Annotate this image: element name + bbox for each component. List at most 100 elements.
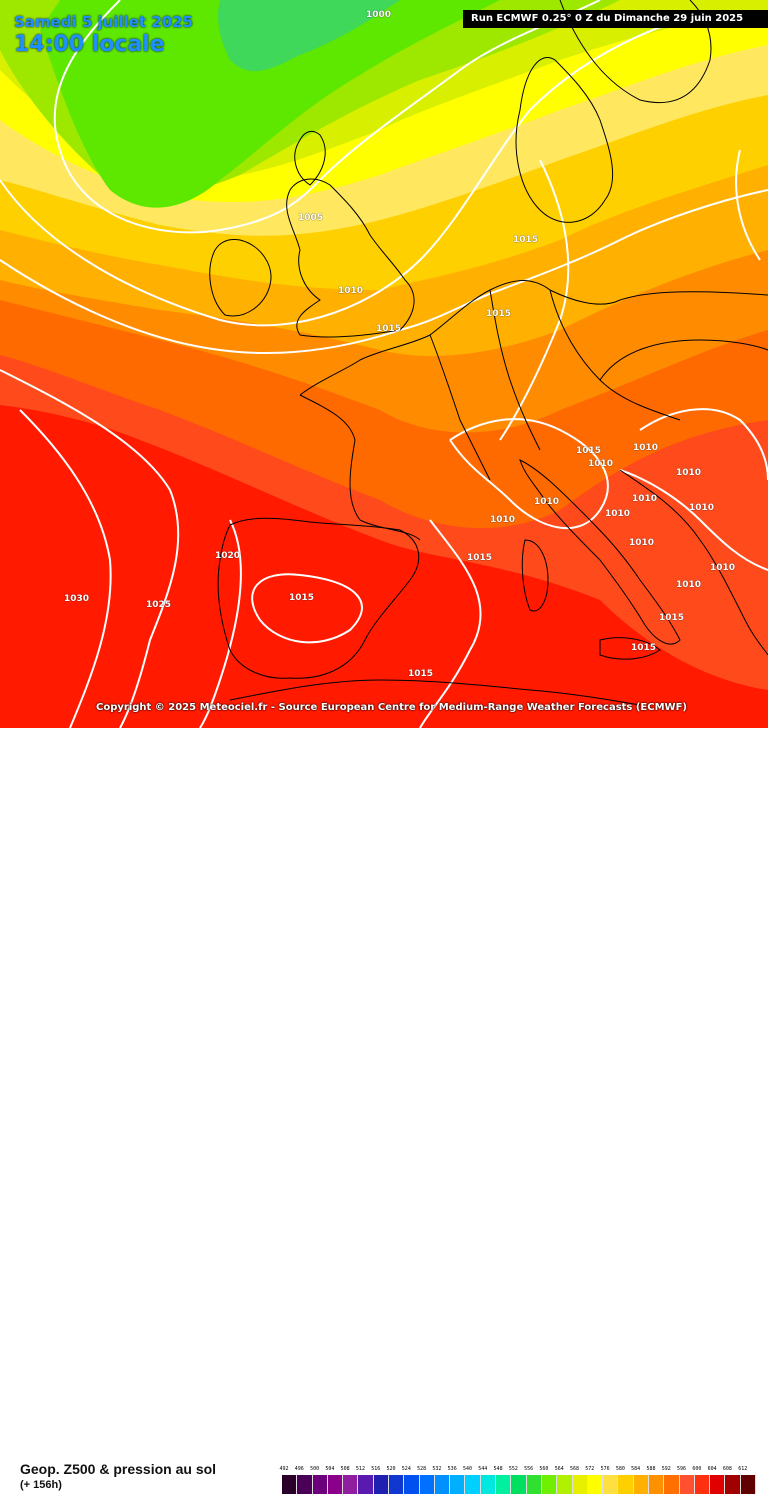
- legend-swatch: [480, 1475, 497, 1494]
- isobar-label: 1010: [490, 515, 516, 525]
- isobar-1010-adriatic: [619, 469, 768, 571]
- legend-tick-label: 500: [310, 1466, 320, 1472]
- isobar-label: 1010: [676, 580, 702, 590]
- legend-tick-label: 572: [585, 1466, 595, 1472]
- isobar-1015-east: [735, 149, 761, 261]
- legend-swatch: [419, 1475, 435, 1494]
- legend-swatch: [526, 1475, 542, 1494]
- legend-tick-label: 612: [738, 1466, 748, 1472]
- border-east: [599, 339, 768, 381]
- legend-swatch: [572, 1475, 588, 1494]
- map-canvas: [0, 0, 768, 728]
- legend-swatch: [648, 1475, 665, 1494]
- isobar-label: 1010: [588, 459, 614, 469]
- legend-swatch: [603, 1475, 619, 1494]
- isobar-label: 1010: [689, 503, 715, 513]
- isobar-label: 1010: [676, 468, 702, 478]
- isobar-label: 1015: [513, 235, 539, 245]
- legend-tick-label: 560: [539, 1466, 549, 1472]
- legend-tick-label: 536: [447, 1466, 457, 1472]
- band-552: [218, 0, 400, 72]
- legend-tick-label: 516: [371, 1466, 381, 1472]
- legend-tick-label: 504: [325, 1466, 335, 1472]
- isobar-label: 1015: [659, 613, 685, 623]
- run-info: Run ECMWF 0.25° 0 Z du Dimanche 29 juin …: [463, 10, 768, 28]
- legend-tick-label: 604: [707, 1466, 717, 1472]
- legend-swatch: [373, 1475, 390, 1494]
- isobar-1005: [53, 0, 601, 234]
- isobar-label: 1010: [633, 443, 659, 453]
- legend-swatch: [343, 1475, 359, 1494]
- coast-north-africa: [229, 679, 641, 706]
- copyright-notice: Copyright © 2025 Meteociel.fr - Source E…: [96, 702, 687, 713]
- legend-swatch: [358, 1475, 374, 1494]
- legend-tick-label: 596: [677, 1466, 687, 1472]
- legend-swatch: [679, 1475, 695, 1494]
- forecast-date: Samedi 5 juillet 2025: [14, 13, 194, 31]
- isobar-1015-north: [0, 189, 768, 355]
- isobar-1010-alps: [449, 418, 609, 529]
- legend-swatch: [282, 1475, 298, 1494]
- isobar-label: 1030: [64, 594, 90, 604]
- legend-swatch: [404, 1475, 420, 1494]
- isobar-label: 1010: [632, 494, 658, 504]
- legend-tick-label: 564: [554, 1466, 564, 1472]
- coast-sicily: [599, 637, 661, 660]
- legend-swatch: [389, 1475, 405, 1494]
- legend-swatch: [327, 1475, 344, 1494]
- legend-swatch: [312, 1475, 328, 1494]
- isobar-label: 1025: [146, 600, 172, 610]
- coast-france-west: [299, 394, 421, 541]
- forecast-time: 14:00 locale: [14, 32, 165, 57]
- isobar-1010-north: [0, 19, 681, 327]
- coast-italy: [519, 459, 681, 645]
- isobar-label: 1000: [366, 10, 392, 20]
- isobar-1020: [199, 519, 242, 728]
- isobar-label: 1015: [408, 669, 434, 679]
- legend-tick-label: 576: [600, 1466, 610, 1472]
- legend-tick-label: 548: [493, 1466, 503, 1472]
- isobar-label: 1015: [467, 553, 493, 563]
- isobar-label: 1010: [710, 563, 736, 573]
- legend-tick-label: 524: [401, 1466, 411, 1472]
- legend-swatch: [740, 1475, 756, 1494]
- legend-swatch: [434, 1475, 451, 1494]
- legend-tick-label: 592: [661, 1466, 671, 1472]
- legend-tick-label: 492: [279, 1466, 289, 1472]
- band-556: [40, 0, 500, 208]
- legend-tick-label: 540: [462, 1466, 472, 1472]
- isobar-label: 1010: [629, 538, 655, 548]
- legend-tick-label: 600: [692, 1466, 702, 1472]
- legend-tick-label: 556: [524, 1466, 534, 1472]
- legend-tick-label: 508: [340, 1466, 350, 1472]
- legend-swatch: [450, 1475, 466, 1494]
- coast-north-europe: [299, 280, 768, 396]
- legend-tick-label: 532: [432, 1466, 442, 1472]
- legend-swatch: [710, 1475, 726, 1494]
- legend-tick-label: 588: [646, 1466, 656, 1472]
- legend-tick-label: 544: [478, 1466, 488, 1472]
- legend-tick-label: 580: [615, 1466, 625, 1472]
- legend-footer: Geop. Z500 & pression au sol (+ 156h) 49…: [0, 728, 768, 1494]
- coast-scotland: [294, 130, 326, 186]
- isobar-1010-balkans: [639, 408, 768, 481]
- isobar-1015-iberia: [251, 573, 363, 644]
- forecast-map: Samedi 5 juillet 2025 14:00 locale Run E…: [0, 0, 768, 728]
- legend-swatch: [557, 1475, 573, 1494]
- legend-swatch: [587, 1475, 604, 1494]
- isobar-1030: [19, 409, 112, 728]
- coastlines: [209, 0, 768, 706]
- legend-swatch: [725, 1475, 741, 1494]
- legend-tick-label: 528: [417, 1466, 427, 1472]
- parameter-subtitle: (+ 156h): [20, 1479, 62, 1491]
- coast-balkans: [619, 469, 768, 656]
- coast-scandinavia: [559, 0, 712, 104]
- legend-tick-label: 520: [386, 1466, 396, 1472]
- isobar-label: 1010: [534, 497, 560, 507]
- isobar-label: 1020: [215, 551, 241, 561]
- color-scale-legend: 492 496 500 504 508 512 516 520 524 528 532 536 540 5…: [279, 1466, 756, 1494]
- border-france-east: [429, 334, 491, 481]
- legend-tick-label: 552: [508, 1466, 518, 1472]
- isobar-label: 1015: [486, 309, 512, 319]
- coast-iberia: [217, 517, 420, 679]
